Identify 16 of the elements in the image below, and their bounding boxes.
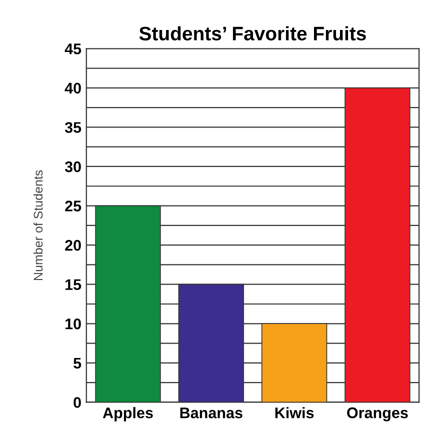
x-tick-label: Apples xyxy=(102,407,153,422)
y-tick-label: 30 xyxy=(64,161,81,172)
y-tick-label: 0 xyxy=(74,397,81,408)
y-tick-label: 35 xyxy=(64,122,82,133)
y-tick-label: 15 xyxy=(66,279,82,290)
y-tick-label: 45 xyxy=(64,44,82,54)
y-tick-label: 20 xyxy=(65,240,81,251)
x-tick-label: Kiwis xyxy=(275,407,314,418)
chart-title: Students’ Favorite Fruits xyxy=(139,26,366,40)
y-tick-label: 10 xyxy=(66,318,81,330)
y-tick-label: 40 xyxy=(64,82,81,94)
x-tick-label: Oranges xyxy=(347,407,408,422)
y-tick-label: 5 xyxy=(74,358,82,369)
y-tick-label: 25 xyxy=(65,200,82,212)
x-tick-label: Bananas xyxy=(180,408,242,418)
y-axis-title: Number of Students xyxy=(33,170,43,280)
